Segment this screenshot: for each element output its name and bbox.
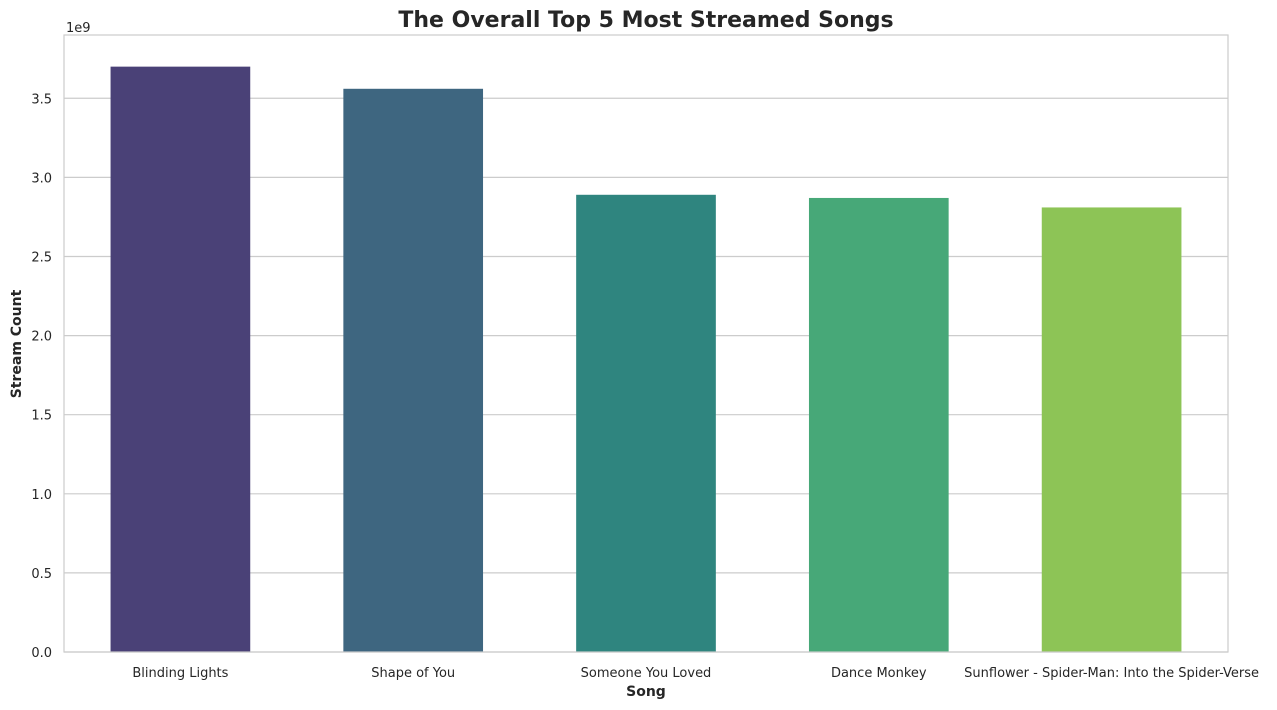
x-tick-label: Someone You Loved	[581, 666, 712, 681]
x-tick-label: Blinding Lights	[132, 666, 228, 681]
bar	[576, 194, 716, 653]
bars	[110, 66, 1182, 653]
y-tick-label: 2.5	[31, 250, 52, 265]
bar	[343, 88, 484, 653]
x-tick-label: Dance Monkey	[831, 666, 927, 681]
y-offset-label: 1e9	[66, 21, 91, 36]
y-tick-label: 2.0	[31, 330, 52, 345]
x-axis-label: Song	[626, 684, 666, 700]
x-tick-label: Sunflower - Spider-Man: Into the Spider-…	[964, 666, 1259, 681]
y-tick-label: 1.5	[31, 409, 52, 424]
y-tick-label: 3.0	[31, 171, 52, 186]
y-tick-label: 0.0	[31, 646, 52, 661]
y-tick-label: 1.0	[31, 488, 52, 503]
y-tick-labels: 0.0 0.5 1.0 1.5 2.0 2.5 3.0 3.5	[31, 92, 52, 661]
y-tick-label: 0.5	[31, 567, 52, 582]
bar	[1041, 207, 1182, 652]
x-tick-labels: Blinding Lights Shape of You Someone You L…	[132, 666, 1259, 681]
chart-title: The Overall Top 5 Most Streamed Songs	[398, 8, 893, 33]
plot-frame	[63, 34, 1229, 653]
y-tick-label: 3.5	[31, 92, 52, 107]
bar	[808, 197, 949, 652]
y-axis-label: Stream Count	[9, 289, 25, 398]
bar	[110, 66, 251, 652]
x-tick-label: Shape of You	[371, 666, 455, 681]
